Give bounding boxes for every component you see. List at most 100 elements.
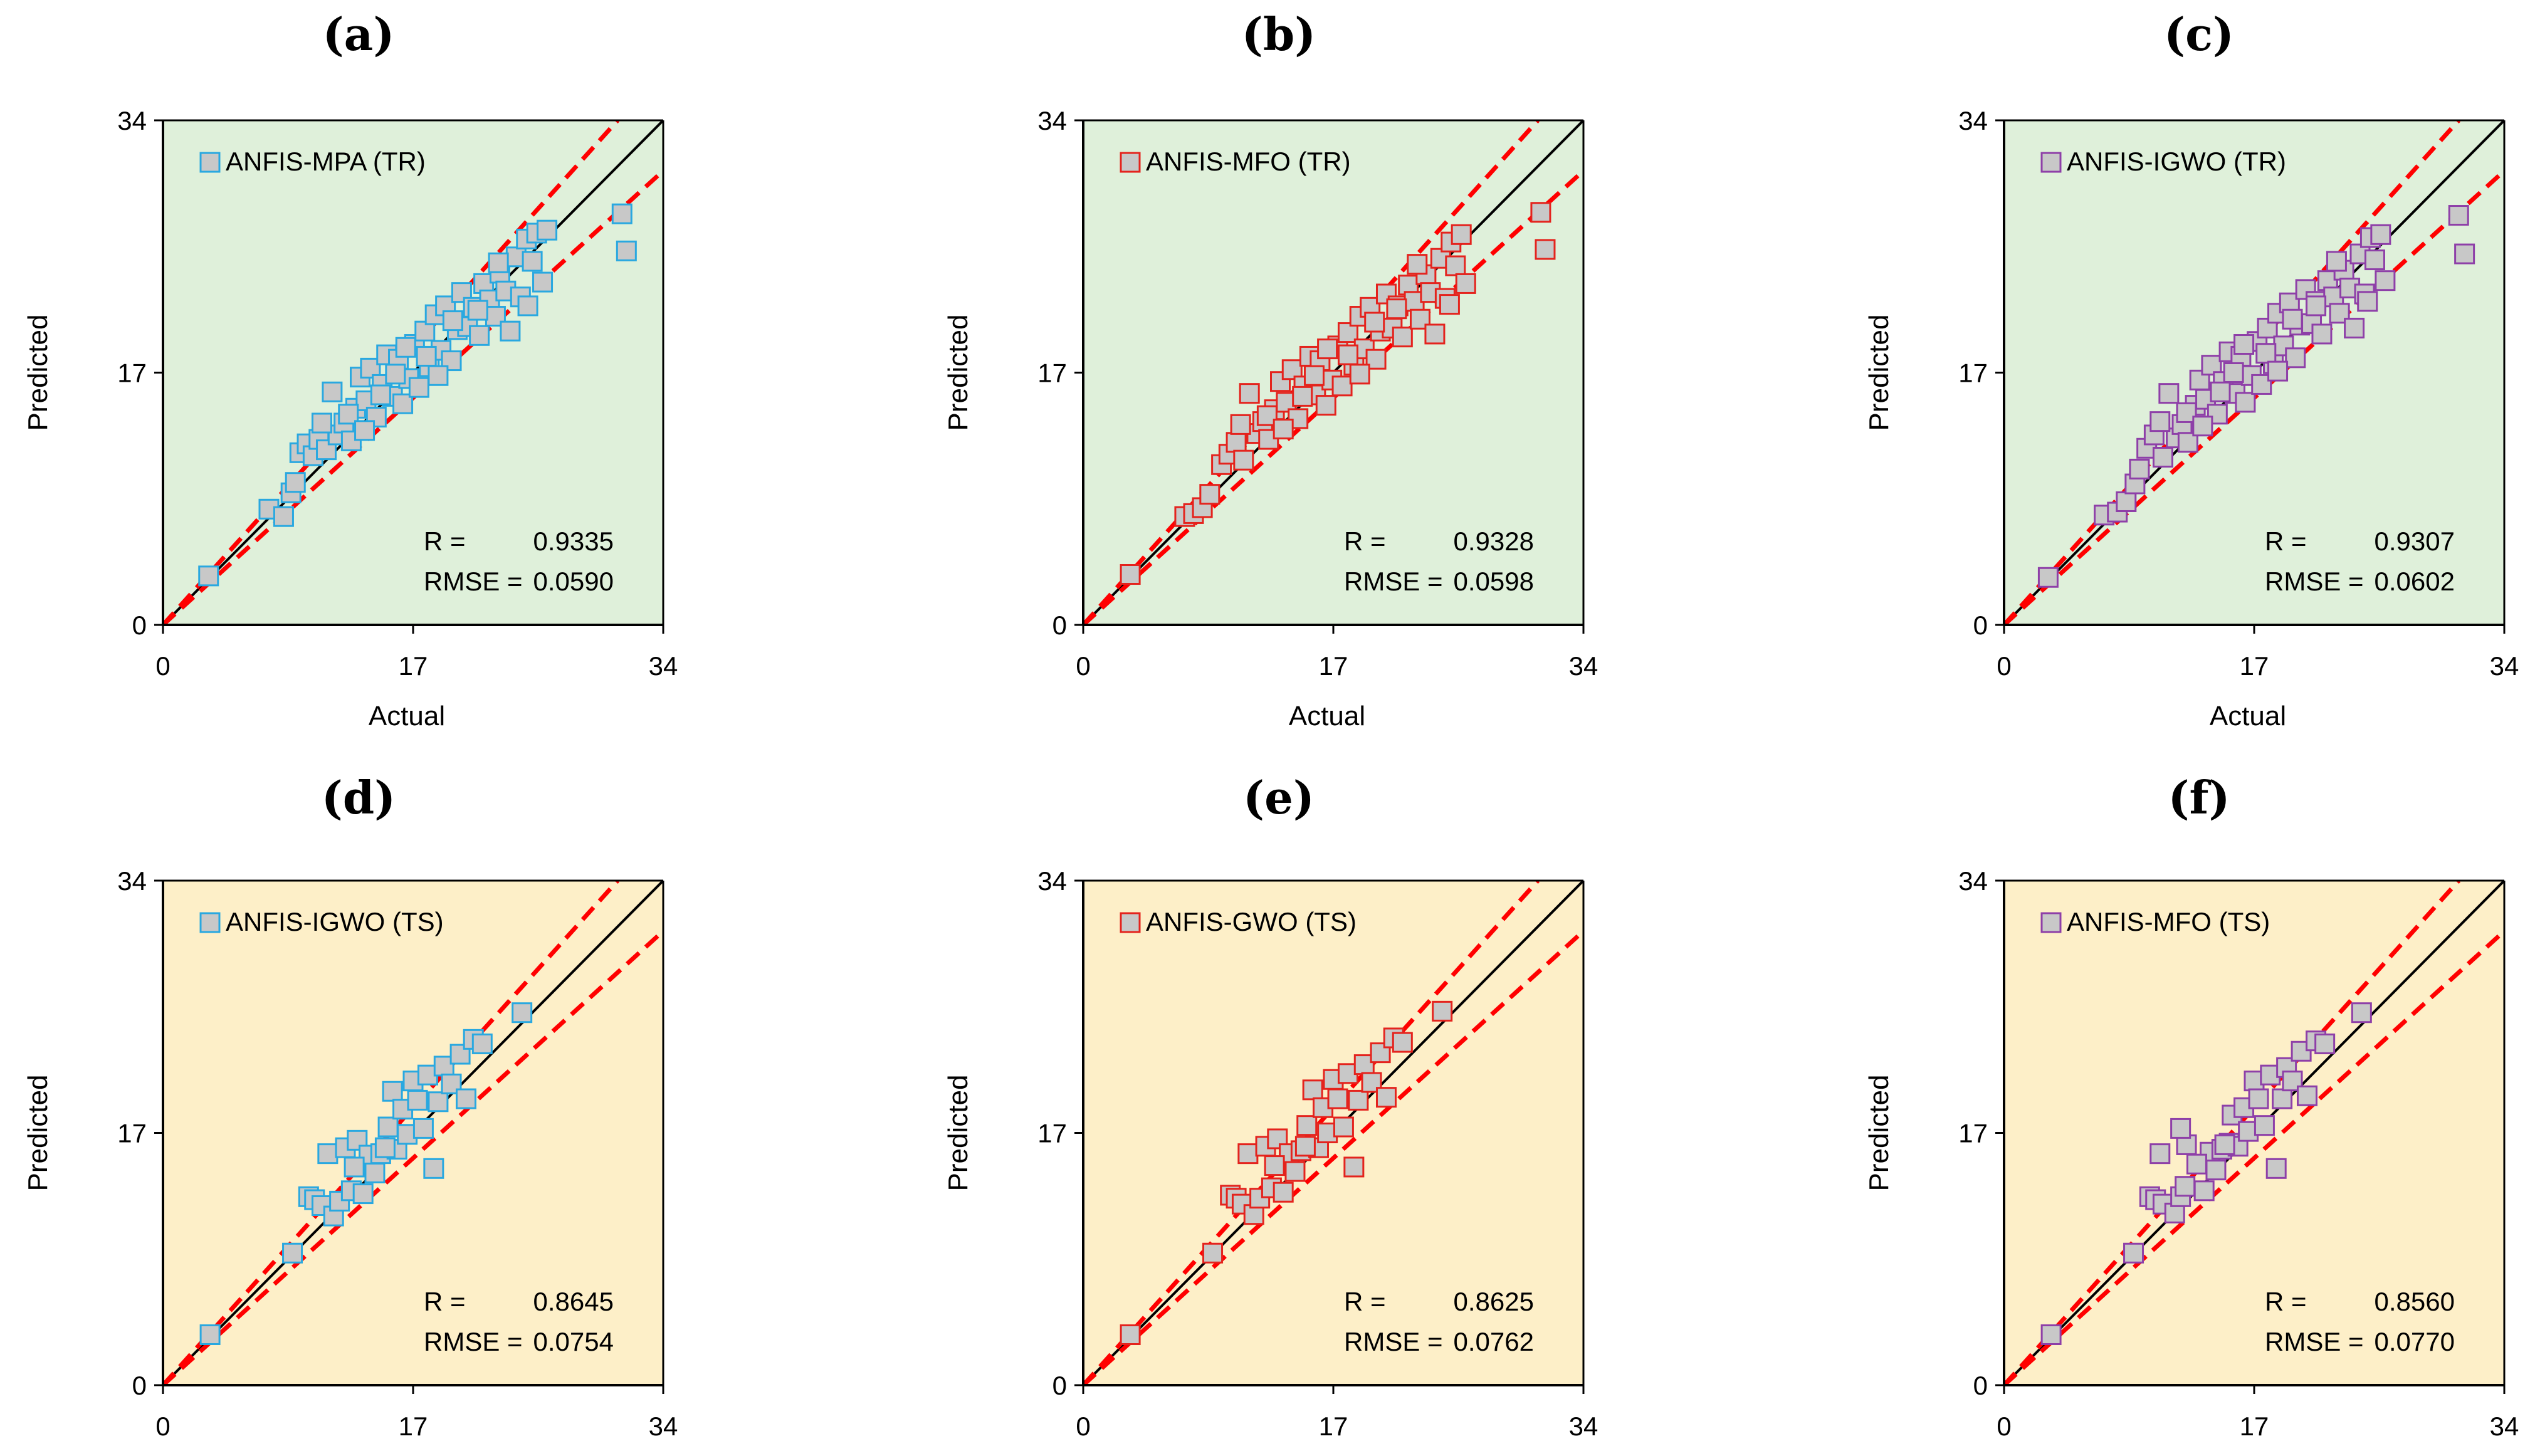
r-value: 0.8645 [533, 1287, 614, 1316]
data-point [2210, 381, 2231, 402]
y-tick-label: 34 [1037, 106, 1067, 135]
rmse-label: RMSE = [424, 1327, 523, 1356]
data-point [2170, 1118, 2191, 1139]
x-axis-title: Actual [1289, 701, 1365, 731]
data-point [1451, 224, 1472, 245]
rmse-label: RMSE = [2265, 567, 2364, 596]
data-point [354, 420, 375, 441]
data-point [1348, 1089, 1369, 1111]
y-tick-label: 0 [1052, 610, 1067, 640]
data-point [2267, 360, 2289, 382]
data-point [428, 365, 449, 386]
legend-label: ANFIS-IGWO (TR) [2067, 147, 2286, 176]
data-point [2233, 334, 2255, 355]
y-axis-title: Predicted [943, 315, 974, 431]
legend-marker [199, 912, 221, 933]
data-point [1535, 239, 1556, 260]
data-point [2306, 295, 2327, 317]
x-tick-label: 17 [1319, 651, 1348, 681]
data-point [1424, 323, 1446, 345]
data-point [517, 295, 538, 317]
data-point [2282, 308, 2303, 330]
data-point [2255, 343, 2277, 364]
x-tick-label: 17 [2240, 1411, 2269, 1441]
data-point [1445, 255, 1466, 276]
upper-bound-line [2004, 881, 2461, 1385]
y-axis-title: Predicted [1864, 1075, 1894, 1192]
r-label: R = [2265, 526, 2307, 556]
data-point [2149, 1143, 2171, 1165]
data-point [2265, 1158, 2287, 1179]
data-point [2116, 491, 2137, 512]
data-point [1294, 1136, 1316, 1157]
data-point [2375, 270, 2396, 291]
data-point [2344, 317, 2365, 338]
lower-bound-line [2004, 929, 2504, 1385]
data-point [2193, 1180, 2215, 1202]
x-tick-label: 34 [2490, 1411, 2519, 1441]
data-point [467, 300, 488, 321]
data-point [1392, 1032, 1413, 1053]
data-point [2037, 567, 2059, 588]
x-tick-label: 34 [1569, 651, 1598, 681]
rmse-label: RMSE = [424, 567, 523, 596]
data-point [1230, 414, 1251, 435]
data-point [1237, 1143, 1259, 1165]
panel-label: (f) [2168, 771, 2230, 824]
y-axis-title: Predicted [23, 1075, 53, 1192]
data-point [198, 565, 219, 587]
legend-label: ANFIS-MFO (TR) [1146, 147, 1351, 176]
data-point [2370, 224, 2391, 245]
data-point [2364, 249, 2385, 271]
data-point [273, 506, 294, 527]
x-tick-label: 34 [649, 651, 678, 681]
data-point [1331, 375, 1353, 397]
rmse-label: RMSE = [1344, 1327, 1443, 1356]
x-axis-title: Actual [2210, 701, 2286, 731]
data-point [1392, 327, 1413, 348]
r-value: 0.9335 [533, 526, 614, 556]
panel-label: (c) [2164, 8, 2234, 61]
r-label: R = [1344, 526, 1386, 556]
data-point [2158, 383, 2180, 404]
y-axis-title: Predicted [943, 1075, 974, 1192]
data-point [2149, 411, 2171, 432]
x-tick-label: 17 [399, 651, 428, 681]
r-value: 0.8625 [1454, 1287, 1534, 1316]
data-point [2314, 1033, 2336, 1054]
legend-label: ANFIS-MFO (TS) [2067, 907, 2270, 936]
y-tick-label: 0 [1973, 610, 1988, 640]
data-point [2351, 1002, 2372, 1024]
y-tick-label: 34 [117, 866, 147, 896]
x-tick-label: 17 [2240, 651, 2269, 681]
y-tick-label: 0 [1052, 1371, 1067, 1400]
x-tick-label: 0 [1997, 1411, 2011, 1441]
rmse-value: 0.0754 [533, 1327, 614, 1356]
r-value: 0.9307 [2375, 526, 2455, 556]
data-point [1327, 1088, 1348, 1109]
data-point [1386, 298, 1407, 320]
data-point [407, 1089, 428, 1111]
data-point [500, 320, 521, 342]
data-point [412, 1118, 434, 1139]
data-point [1302, 1079, 1323, 1101]
data-point [2152, 446, 2173, 468]
x-tick-label: 0 [1076, 1411, 1090, 1441]
data-point [611, 203, 632, 224]
data-point [1432, 1000, 1453, 1022]
legend-label: ANFIS-IGWO (TS) [226, 907, 444, 936]
data-point [1273, 418, 1294, 439]
data-point [1120, 1324, 1141, 1345]
panel-label: (e) [1243, 771, 1315, 824]
data-point [471, 1033, 493, 1054]
data-point [1296, 1115, 1318, 1136]
r-value: 0.9328 [1454, 526, 1534, 556]
lower-bound-line [163, 929, 663, 1385]
y-tick-label: 17 [1958, 359, 1988, 388]
data-point [442, 310, 463, 332]
data-point [2214, 1134, 2235, 1155]
data-point [365, 407, 387, 428]
r-label: R = [424, 526, 466, 556]
